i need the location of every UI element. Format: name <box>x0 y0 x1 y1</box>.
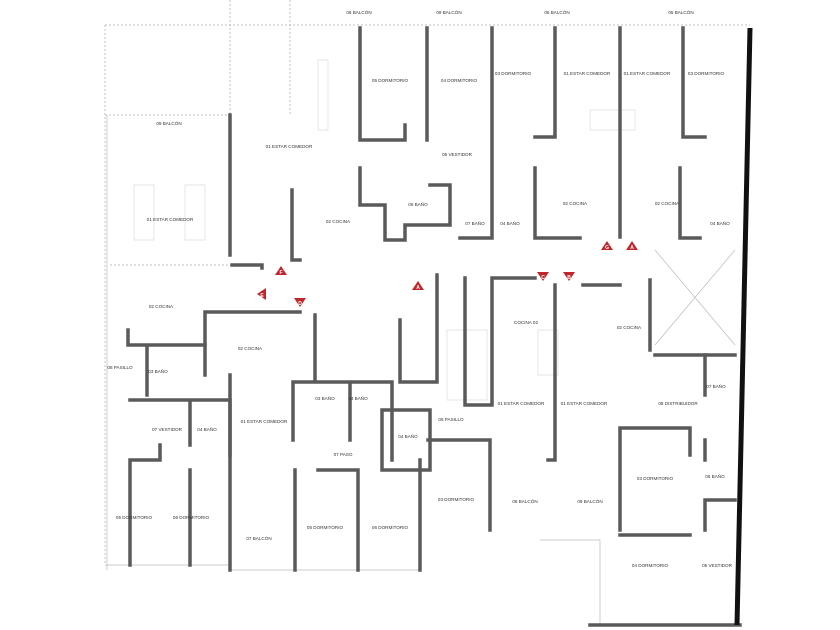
room-label: 03 DORMITORIO <box>688 71 725 76</box>
room-label: 01 ESTAR COMEDOR <box>561 401 608 406</box>
marker-letter: G <box>605 245 609 251</box>
section-marker-a: A <box>412 281 424 291</box>
room-label: 02 COCINA <box>655 201 680 206</box>
room-label: 03 DORMITORIO <box>637 476 674 481</box>
room-label: 04 DORMITORIO <box>441 78 478 83</box>
marker-letter: D <box>298 301 302 307</box>
room-label: 04 BAÑO <box>710 220 730 226</box>
room-label: 02 COCINA <box>563 201 588 206</box>
section-marker-d: D <box>294 298 306 307</box>
room-label: 02 COCINA <box>326 219 351 224</box>
room-labels: 06 BALCÓN 09 BALCÓN 05 BALCÓN 05 BALCÓN 05 D… <box>107 9 732 568</box>
section-marker-e: E <box>257 288 266 300</box>
room-label: 08 PASILLO <box>107 365 133 370</box>
marker-triangle-icon <box>257 288 266 300</box>
marker-triangle-icon <box>412 281 424 290</box>
room-label: 02 COCINA <box>149 304 174 309</box>
room-label: 06 BALCÓN <box>512 498 537 504</box>
room-label: COCINA 02 <box>514 320 538 325</box>
section-markers: F E D A C B G A <box>257 241 638 307</box>
section-marker-f: F <box>275 266 287 276</box>
section-marker-g: G <box>601 241 613 251</box>
room-label: 01 ESTAR COMEDOR <box>266 144 313 149</box>
room-label: 01 ESTAR COMEDOR <box>498 401 545 406</box>
room-label: 02 COCINA <box>238 346 263 351</box>
facade-wall <box>734 27 753 626</box>
room-label: 04 BAÑO <box>500 220 520 226</box>
marker-triangle-icon <box>601 241 613 250</box>
room-label: 04 BAÑO <box>197 426 217 432</box>
marker-triangle-icon <box>563 272 575 281</box>
room-label: 05 VESTIDOR <box>442 152 473 157</box>
room-label: 06 DORMITORIO <box>372 525 409 530</box>
room-label: 01 ESTAR COMEDOR <box>624 71 671 76</box>
room-label: 06 BALCÓN <box>346 9 371 15</box>
room-label: 06 BAÑO <box>705 473 725 479</box>
room-label: 09 BALCÓN <box>436 9 461 15</box>
section-marker-a: A <box>626 241 638 251</box>
room-label: 07 BALCÓN <box>246 535 271 541</box>
room-label: 05 DORMITORIO <box>307 525 344 530</box>
room-label: 05 BALCÓN <box>544 9 569 15</box>
room-label: 03 BAÑO <box>148 368 168 374</box>
room-label: 07 PASO <box>334 452 353 457</box>
room-label: 09 BALCÓN <box>156 120 181 126</box>
room-label: 01 ESTAR COMEDOR <box>564 71 611 76</box>
room-label: 05 VESTIDOR <box>702 563 733 568</box>
marker-letter: A <box>416 285 420 291</box>
room-label: 04 DORMITORIO <box>632 563 669 568</box>
section-marker-c: C <box>537 272 549 281</box>
room-label: 07 VESTIDOR <box>152 427 183 432</box>
room-label: 01 ESTAR COMEDOR <box>241 419 288 424</box>
outline-lines <box>104 0 750 625</box>
room-label: 03 DORMITORIO <box>438 497 475 502</box>
marker-letter: E <box>260 293 264 299</box>
marker-triangle-icon <box>626 241 638 250</box>
marker-letter: C <box>541 275 545 281</box>
marker-letter: F <box>279 270 282 276</box>
room-label: 05 DORMITORIO <box>116 515 153 520</box>
room-label: 06 BAÑO <box>408 201 428 207</box>
room-label: 07 BAÑO <box>706 383 726 389</box>
room-label: 03 DORMITORIO <box>495 71 532 76</box>
room-label: 02 COCINA <box>617 325 642 330</box>
marker-triangle-icon <box>275 266 287 275</box>
room-label: 05 PASILLO <box>438 417 464 422</box>
room-label: 09 BALCÓN <box>577 498 602 504</box>
marker-triangle-icon <box>537 272 549 281</box>
room-label: 07 BAÑO <box>465 220 485 226</box>
marker-letter: B <box>567 275 571 281</box>
room-label: 05 DORMITORIO <box>372 78 409 83</box>
room-label: 03 BAÑO <box>315 395 335 401</box>
marker-triangle-icon <box>294 298 306 307</box>
room-label: 08 DISTRIBUIDOR <box>658 401 698 406</box>
room-label: 04 BAÑO <box>398 433 418 439</box>
marker-letter: A <box>630 245 634 251</box>
room-label: 06 DORMITORIO <box>173 515 210 520</box>
walls <box>126 26 753 627</box>
room-label: 04 BAÑO <box>348 395 368 401</box>
room-label: 05 BALCÓN <box>668 9 693 15</box>
section-marker-b: B <box>563 272 575 281</box>
room-label: 01 ESTAR COMEDOR <box>147 217 194 222</box>
